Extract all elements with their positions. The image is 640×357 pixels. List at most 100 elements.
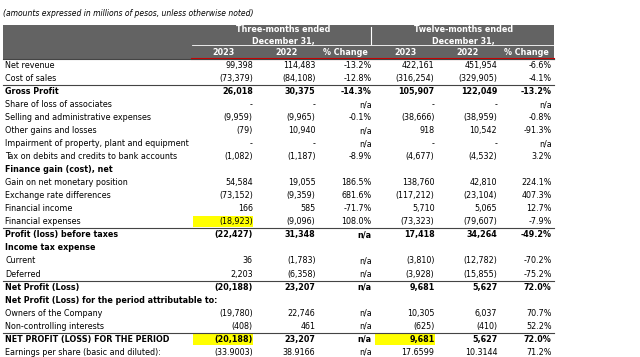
Text: Income tax expense: Income tax expense — [5, 243, 95, 252]
Text: Three-months ended
December 31,: Three-months ended December 31, — [236, 25, 330, 46]
Text: 10,305: 10,305 — [407, 309, 435, 318]
Text: (20,188): (20,188) — [214, 335, 253, 344]
Text: 72.0%: 72.0% — [524, 283, 552, 292]
Text: n/a: n/a — [359, 126, 372, 135]
Text: (33.9003): (33.9003) — [214, 348, 253, 357]
Text: 34,264: 34,264 — [467, 230, 497, 240]
Text: (38,959): (38,959) — [463, 113, 497, 122]
Text: 72.0%: 72.0% — [524, 335, 552, 344]
Text: 108.0%: 108.0% — [342, 217, 372, 226]
Text: -71.7%: -71.7% — [344, 204, 372, 213]
Text: 2022: 2022 — [457, 47, 479, 57]
Text: (20,188): (20,188) — [214, 283, 253, 292]
Text: 2023: 2023 — [212, 47, 234, 57]
Text: (73,379): (73,379) — [219, 74, 253, 83]
Text: Current: Current — [5, 256, 35, 266]
Text: -: - — [495, 100, 497, 109]
Text: -13.2%: -13.2% — [521, 87, 552, 96]
Text: (9,959): (9,959) — [224, 113, 253, 122]
Text: 918: 918 — [419, 126, 435, 135]
Text: 5,710: 5,710 — [412, 204, 435, 213]
Text: (1,082): (1,082) — [224, 152, 253, 161]
Text: 10,542: 10,542 — [470, 126, 497, 135]
Text: n/a: n/a — [539, 100, 552, 109]
Text: 224.1%: 224.1% — [521, 178, 552, 187]
Text: Cost of sales: Cost of sales — [5, 74, 56, 83]
Text: (23,104): (23,104) — [463, 191, 497, 200]
Text: 2022: 2022 — [275, 47, 297, 57]
Text: 122,049: 122,049 — [461, 87, 497, 96]
Text: n/a: n/a — [359, 309, 372, 318]
Text: Profit (loss) before taxes: Profit (loss) before taxes — [5, 230, 118, 240]
Text: 22,746: 22,746 — [288, 309, 316, 318]
Text: -: - — [432, 139, 435, 148]
Text: Exchange rate differences: Exchange rate differences — [5, 191, 111, 200]
Text: -: - — [250, 139, 253, 148]
Text: 407.3%: 407.3% — [522, 191, 552, 200]
Text: n/a: n/a — [358, 283, 372, 292]
Text: 5,065: 5,065 — [475, 204, 497, 213]
Text: (38,666): (38,666) — [401, 113, 435, 122]
Text: 9,681: 9,681 — [410, 283, 435, 292]
Text: (6,358): (6,358) — [287, 270, 316, 278]
Text: 12.7%: 12.7% — [526, 204, 552, 213]
Text: -70.2%: -70.2% — [524, 256, 552, 266]
Text: (3,810): (3,810) — [406, 256, 435, 266]
Bar — [3, 25, 554, 59]
Text: 19,055: 19,055 — [288, 178, 316, 187]
Text: Financial expenses: Financial expenses — [5, 217, 81, 226]
Text: -91.3%: -91.3% — [524, 126, 552, 135]
Text: 10,940: 10,940 — [288, 126, 316, 135]
Bar — [375, 334, 435, 345]
Text: 2,203: 2,203 — [230, 270, 253, 278]
Text: (4,532): (4,532) — [468, 152, 497, 161]
Text: n/a: n/a — [358, 335, 372, 344]
Text: -: - — [495, 139, 497, 148]
Text: % Change: % Change — [323, 47, 368, 57]
Text: (73,152): (73,152) — [219, 191, 253, 200]
Text: Non-controlling interests: Non-controlling interests — [5, 322, 104, 331]
Text: (3,928): (3,928) — [406, 270, 435, 278]
Text: -: - — [432, 100, 435, 109]
Text: 3.2%: 3.2% — [531, 152, 552, 161]
Text: 422,161: 422,161 — [402, 61, 435, 70]
Text: Net Profit (Loss) for the period attributable to:: Net Profit (Loss) for the period attribu… — [5, 296, 218, 305]
Text: (73,323): (73,323) — [401, 217, 435, 226]
Text: (84,108): (84,108) — [282, 74, 316, 83]
Text: (4,677): (4,677) — [406, 152, 435, 161]
Text: Earnings per share (basic and diluted):: Earnings per share (basic and diluted): — [5, 348, 161, 357]
Text: (9,096): (9,096) — [287, 217, 316, 226]
Text: Gross Profit: Gross Profit — [5, 87, 59, 96]
Text: 71.2%: 71.2% — [526, 348, 552, 357]
Text: n/a: n/a — [359, 100, 372, 109]
Text: 10.3144: 10.3144 — [465, 348, 497, 357]
Text: 42,810: 42,810 — [470, 178, 497, 187]
Text: (amounts expressed in millions of pesos, unless otherwise noted): (amounts expressed in millions of pesos,… — [3, 9, 253, 18]
Text: Tax on debits and credits to bank accounts: Tax on debits and credits to bank accoun… — [5, 152, 177, 161]
Text: 6,037: 6,037 — [475, 309, 497, 318]
Text: 2023: 2023 — [394, 47, 416, 57]
Text: -8.9%: -8.9% — [349, 152, 372, 161]
Text: Owners of the Company: Owners of the Company — [5, 309, 102, 318]
Text: -12.8%: -12.8% — [344, 74, 372, 83]
Text: 70.7%: 70.7% — [526, 309, 552, 318]
Text: (1,187): (1,187) — [287, 152, 316, 161]
Text: Gain on net monetary position: Gain on net monetary position — [5, 178, 128, 187]
Text: 17,418: 17,418 — [404, 230, 435, 240]
Text: 138,760: 138,760 — [402, 178, 435, 187]
Text: 26,018: 26,018 — [222, 87, 253, 96]
Text: Impairment of property, plant and equipment: Impairment of property, plant and equipm… — [5, 139, 189, 148]
Text: 5,627: 5,627 — [472, 283, 497, 292]
Text: n/a: n/a — [358, 230, 372, 240]
Bar — [193, 216, 253, 227]
Text: Twelve-months ended
December 31,: Twelve-months ended December 31, — [414, 25, 513, 46]
Text: % Change: % Change — [504, 47, 549, 57]
Text: (19,780): (19,780) — [219, 309, 253, 318]
Text: -6.6%: -6.6% — [529, 61, 552, 70]
Text: -4.1%: -4.1% — [529, 74, 552, 83]
Text: -: - — [313, 139, 316, 148]
Text: 99,398: 99,398 — [225, 61, 253, 70]
Text: n/a: n/a — [359, 139, 372, 148]
Text: Financial income: Financial income — [5, 204, 72, 213]
Text: -: - — [250, 100, 253, 109]
